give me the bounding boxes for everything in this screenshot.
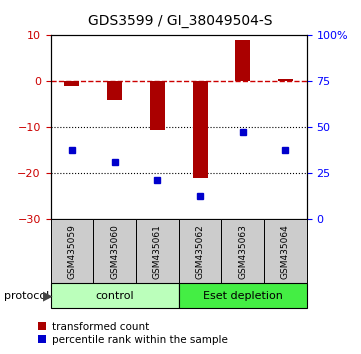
Bar	[107, 81, 122, 100]
Legend: transformed count, percentile rank within the sample: transformed count, percentile rank withi…	[34, 317, 232, 349]
Text: GSM435064: GSM435064	[281, 224, 290, 279]
Bar	[264, 219, 307, 283]
Bar	[235, 40, 250, 81]
Bar	[150, 81, 165, 130]
Text: Eset depletion: Eset depletion	[203, 291, 283, 301]
Text: GSM435060: GSM435060	[110, 224, 119, 279]
Text: GSM435061: GSM435061	[153, 224, 162, 279]
Bar	[221, 219, 264, 283]
Text: GSM435062: GSM435062	[196, 224, 205, 279]
Bar	[136, 219, 179, 283]
Text: GSM435063: GSM435063	[238, 224, 247, 279]
Bar	[179, 219, 221, 283]
Bar	[93, 219, 136, 283]
Bar	[51, 283, 179, 308]
Text: protocol: protocol	[4, 291, 49, 301]
Bar	[278, 79, 293, 81]
Text: control: control	[95, 291, 134, 301]
Bar	[192, 81, 208, 178]
Text: GDS3599 / GI_38049504-S: GDS3599 / GI_38049504-S	[88, 14, 273, 28]
Text: ▶: ▶	[43, 289, 53, 302]
Bar	[64, 81, 79, 86]
Bar	[179, 283, 307, 308]
Bar	[51, 219, 93, 283]
Text: GSM435059: GSM435059	[68, 224, 77, 279]
